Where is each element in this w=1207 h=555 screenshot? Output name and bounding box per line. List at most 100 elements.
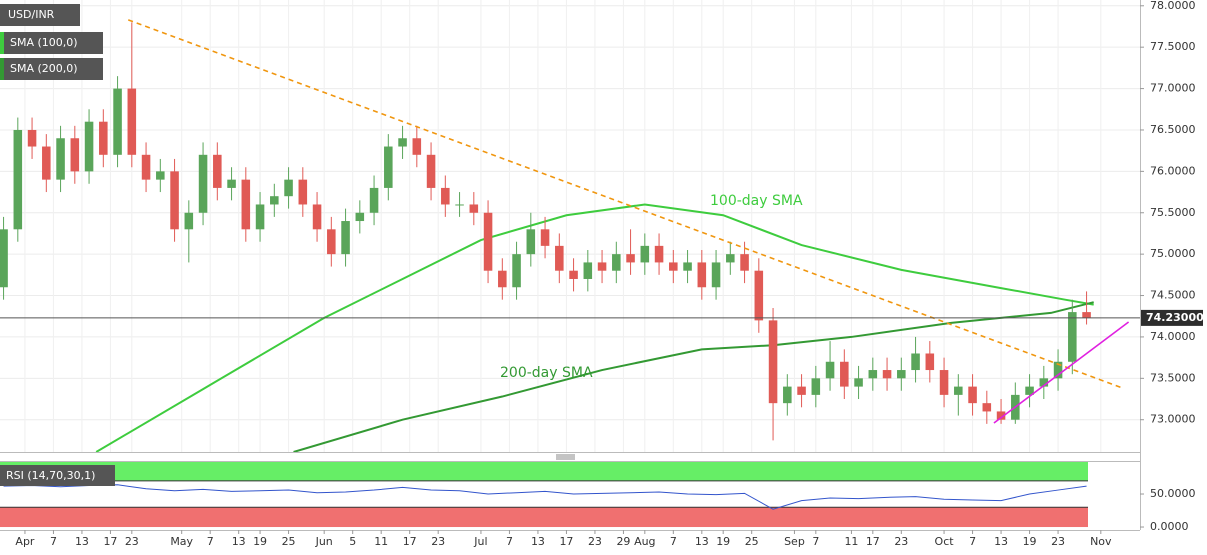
resize-grip[interactable] — [556, 454, 575, 460]
x-tick-label: 19 — [253, 535, 267, 548]
x-tick-label: 13 — [75, 535, 89, 548]
candle-body — [954, 386, 963, 395]
x-tick-label: 17 — [403, 535, 417, 548]
x-tick-label: 17 — [866, 535, 880, 548]
x-tick-label: 17 — [559, 535, 573, 548]
candle-body — [512, 254, 521, 288]
candle-body — [113, 88, 122, 155]
candle-body — [754, 270, 764, 321]
candle-body — [612, 254, 621, 271]
x-tick-label: Jun — [315, 535, 333, 548]
candle-body — [170, 171, 179, 230]
rsi-line — [3, 484, 1087, 510]
candle-body — [996, 411, 1006, 420]
legend-label: SMA (100,0) — [10, 36, 78, 49]
candle-body — [198, 154, 208, 213]
candle-body — [555, 245, 564, 271]
candle-body — [0, 229, 8, 288]
candle-body — [469, 204, 479, 213]
legend-box — [0, 32, 103, 54]
candle-body — [811, 378, 821, 395]
candle-body — [156, 171, 165, 180]
legend: USD/INR SMA (100,0) SMA (200,0) RSI (14,… — [0, 4, 115, 486]
candle-body — [455, 204, 464, 206]
x-tick-label: Apr — [15, 535, 35, 548]
legend-box — [0, 58, 103, 80]
legend-swatch — [0, 32, 4, 54]
candle-body — [925, 353, 935, 371]
candle-body — [241, 179, 251, 230]
candle-body — [882, 370, 892, 379]
candle-body — [141, 154, 151, 180]
candle-body — [270, 196, 279, 205]
oversold-zone — [0, 507, 1088, 528]
candle-body — [355, 212, 365, 222]
candle-body — [369, 187, 379, 213]
x-tick-label: May — [170, 535, 193, 548]
x-tick-label: 7 — [506, 535, 513, 548]
candle-body — [227, 179, 236, 188]
candle-body — [1053, 361, 1063, 379]
y-tick-label: 75.5000 — [1150, 206, 1196, 219]
x-tick-label: 23 — [431, 535, 445, 548]
x-tick-label: 7 — [670, 535, 677, 548]
candle-body — [1068, 312, 1077, 362]
candle-body — [56, 138, 65, 180]
overlay-layer: 100-day SMA 200-day SMA — [0, 19, 1140, 424]
candle-body — [384, 146, 393, 188]
x-tick-label: Nov — [1090, 535, 1112, 548]
x-tick-label: 29 — [616, 535, 630, 548]
legend-label[interactable]: RSI (14,70,30,1) — [6, 469, 95, 482]
candle-body — [626, 254, 635, 263]
candle-body — [84, 121, 94, 172]
rsi-panel — [0, 462, 1088, 528]
candle-body — [683, 262, 692, 271]
legend-item[interactable]: SMA (100,0) — [0, 32, 103, 54]
legend-swatch — [0, 58, 4, 80]
candle-body — [540, 229, 550, 246]
candle-body — [70, 138, 80, 172]
trend-line — [993, 321, 1130, 424]
candle-body — [298, 179, 308, 205]
candle-body — [825, 361, 835, 379]
candle-body — [184, 212, 194, 230]
last-price-box — [1141, 309, 1203, 326]
candle-body — [968, 386, 977, 404]
candle-body — [483, 212, 493, 271]
y-tick-label: 76.0000 — [1150, 164, 1196, 177]
overbought-zone — [0, 462, 1088, 481]
candle-body — [768, 320, 778, 404]
y-tick-label: 77.0000 — [1150, 82, 1196, 95]
candle-body — [412, 138, 422, 155]
candle-body — [1082, 312, 1091, 318]
x-tick-label: 23 — [1051, 535, 1065, 548]
candle-body — [711, 262, 721, 288]
candle-body — [640, 245, 650, 263]
candle-body — [597, 262, 607, 271]
x-tick-label: Oct — [935, 535, 955, 548]
candle-body — [854, 378, 863, 387]
last-price-label: 74.23000 — [1146, 311, 1204, 324]
candle-body — [284, 179, 293, 197]
candle-body — [697, 262, 707, 288]
x-tick-label: 23 — [588, 535, 602, 548]
candle-body — [27, 129, 37, 147]
candle-body — [213, 154, 222, 188]
legend-label: USD/INR — [8, 8, 55, 21]
candle-body — [797, 386, 806, 395]
candle-body — [669, 262, 678, 271]
x-tick-label: 23 — [894, 535, 908, 548]
x-tick-label: 23 — [125, 535, 139, 548]
candle-body — [327, 229, 336, 255]
candle-body — [1025, 386, 1034, 395]
candle-body — [982, 403, 992, 412]
x-tick-label: 7 — [207, 535, 214, 548]
x-tick-label: 25 — [745, 535, 759, 548]
legend-item[interactable]: USD/INR — [0, 4, 80, 26]
candle-body — [341, 221, 350, 255]
x-tick-label: 5 — [349, 535, 356, 548]
y-tick-label: 78.0000 — [1150, 0, 1196, 12]
legend-item[interactable]: SMA (200,0) — [0, 58, 103, 80]
x-tick-label: 7 — [50, 535, 57, 548]
